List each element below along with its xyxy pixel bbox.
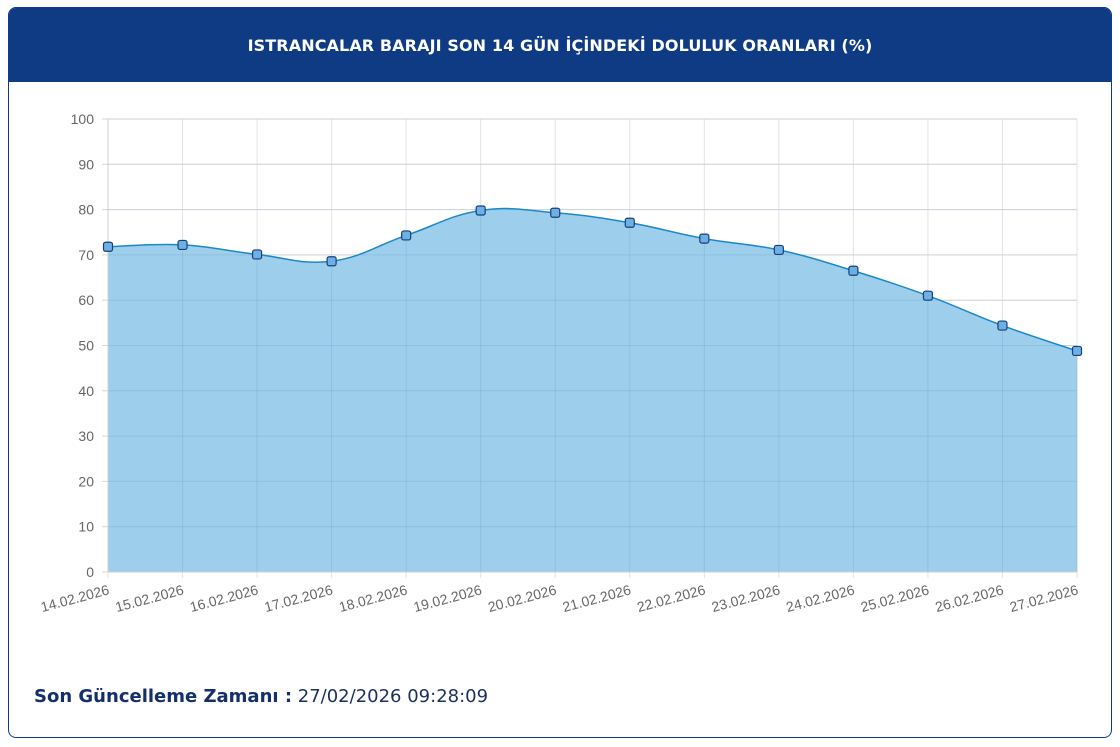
y-tick-label: 40 (78, 383, 94, 399)
area-fill (108, 208, 1077, 572)
x-tick-label: 16.02.2026 (188, 581, 260, 615)
x-tick-label: 20.02.2026 (486, 581, 558, 615)
data-point (848, 265, 859, 276)
data-point (699, 233, 710, 244)
chart-title: ISTRANCALAR BARAJI SON 14 GÜN İÇİNDEKİ D… (247, 35, 873, 55)
data-point (1071, 345, 1083, 357)
x-tick-label: 25.02.2026 (859, 581, 931, 615)
y-tick-label: 90 (78, 156, 94, 172)
x-tick-label: 18.02.2026 (337, 581, 409, 615)
data-point (401, 230, 412, 241)
y-tick-label: 10 (78, 519, 94, 535)
x-tick-label: 26.02.2026 (933, 581, 1005, 615)
data-point (177, 239, 188, 251)
last-update-value: 27/02/2026 09:28:09 (297, 686, 489, 707)
y-tick-label: 100 (71, 111, 95, 127)
y-tick-label: 20 (78, 473, 94, 489)
data-point (475, 205, 486, 216)
data-point (773, 244, 784, 256)
y-tick-label: 50 (78, 338, 94, 354)
x-tick-label: 27.02.2026 (1008, 581, 1080, 615)
x-tick-label: 15.02.2026 (113, 581, 185, 615)
y-tick-label: 0 (86, 564, 94, 580)
series-line (107, 207, 1078, 352)
x-tick-label: 21.02.2026 (561, 581, 633, 615)
x-tick-label: 19.02.2026 (412, 581, 484, 615)
x-tick-label: 22.02.2026 (635, 581, 707, 615)
y-tick-label: 70 (78, 247, 94, 263)
y-tick-label: 80 (78, 202, 94, 218)
data-point (997, 320, 1008, 331)
data-point (251, 249, 263, 260)
y-tick-label: 60 (78, 292, 94, 308)
card-header: ISTRANCALAR BARAJI SON 14 GÜN İÇİNDEKİ D… (9, 8, 1111, 82)
last-update-footer: Son Güncelleme Zamanı : 27/02/2026 09:28… (34, 686, 488, 707)
y-tick-label: 30 (78, 428, 94, 444)
x-tick-label: 24.02.2026 (784, 581, 856, 615)
x-tick-label: 23.02.2026 (710, 581, 782, 615)
data-point (550, 207, 561, 218)
data-point (624, 217, 635, 228)
data-point (922, 290, 934, 301)
x-tick-label: 14.02.2026 (39, 581, 111, 615)
x-tick-label: 17.02.2026 (263, 581, 335, 615)
last-update-label: Son Güncelleme Zamanı : (34, 686, 293, 707)
data-point (326, 256, 337, 267)
data-point (102, 241, 114, 252)
